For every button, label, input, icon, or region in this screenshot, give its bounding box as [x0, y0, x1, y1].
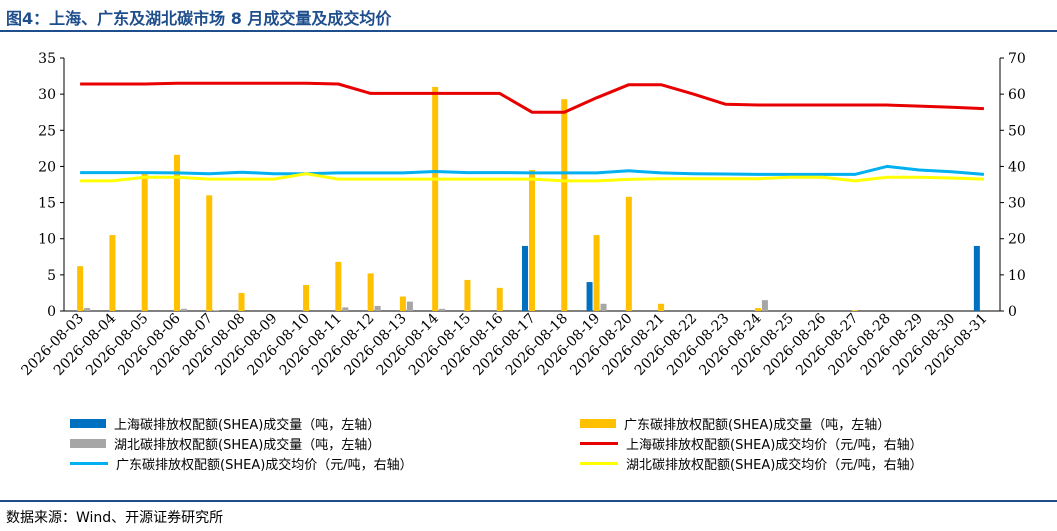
right-axis-tick-label: 50: [1008, 123, 1026, 139]
bar-guangdong-volume: [658, 303, 665, 311]
left-axis-tick-label: 15: [38, 196, 56, 212]
legend-label-guangdong-volume: 广东碳排放权配额(SHEA)成交量（吨，左轴）: [624, 417, 891, 433]
bar-guangdong-volume: [625, 196, 632, 311]
line-shanghai-price: [80, 81, 984, 114]
left-axis-tick-label: 0: [47, 304, 56, 320]
legend-swatch-shanghai-volume: [70, 418, 106, 428]
footer-rule: [0, 500, 1057, 502]
right-axis-tick-label: 0: [1008, 304, 1017, 320]
legend-label-hubei-volume: 湖北碳排放权配额(SHEA)成交量（吨，左轴）: [114, 437, 381, 453]
legend-label-guangdong-price: 广东碳排放权配额(SHEA)成交均价（元/吨，右轴）: [116, 457, 413, 473]
bar-hubei-volume: [342, 307, 349, 311]
bar-hubei-volume: [84, 308, 91, 311]
left-axis-tick-label: 10: [38, 232, 56, 248]
right-axis-tick-label: 60: [1008, 87, 1026, 103]
bar-shanghai-volume: [586, 282, 593, 311]
right-axis-tick-label: 30: [1008, 196, 1026, 212]
right-axis-tick-label: 40: [1008, 159, 1026, 175]
bar-hubei-volume: [180, 308, 187, 311]
source-note: 数据来源：Wind、开源证券研究所: [6, 510, 224, 526]
bar-shanghai-volume: [973, 245, 980, 311]
bar-guangdong-volume: [754, 308, 761, 311]
left-axis-tick-label: 30: [38, 87, 56, 103]
legend-item-shanghai-volume: 上海碳排放权配额(SHEA)成交量（吨，左轴）: [70, 413, 380, 433]
right-axis-tick-label: 10: [1008, 268, 1026, 284]
chart-title: 图4：上海、广东及湖北碳市场 8 月成交量及成交均价: [6, 9, 392, 28]
bar-guangdong-volume: [432, 86, 439, 311]
legend-swatch-guangdong-volume: [580, 418, 616, 428]
left-axis-tick-label: 5: [47, 268, 56, 284]
bar-guangdong-volume: [238, 292, 245, 311]
legend-item-hubei-price: 湖北碳排放权配额(SHEA)成交均价（元/吨，右轴）: [580, 453, 923, 473]
legend-item-hubei-volume: 湖北碳排放权配额(SHEA)成交量（吨，左轴）: [70, 433, 380, 453]
bar-hubei-volume: [439, 308, 446, 311]
bar-guangdong-volume: [77, 266, 84, 311]
legend-item-guangdong-volume: 广东碳排放权配额(SHEA)成交量（吨，左轴）: [580, 413, 890, 433]
bar-hubei-volume: [406, 301, 413, 311]
line-hubei-price: [80, 172, 984, 183]
legend-swatch-guangdong-price: [70, 461, 108, 465]
line-guangdong-price: [80, 164, 985, 176]
bar-guangdong-volume: [109, 235, 116, 311]
bar-hubei-volume: [600, 303, 607, 311]
legend-swatch-hubei-price: [580, 461, 618, 465]
bar-guangdong-volume: [561, 99, 568, 312]
bar-guangdong-volume: [399, 296, 406, 311]
bar-guangdong-volume: [173, 154, 180, 311]
bar-hubei-volume: [374, 305, 381, 311]
legend-item-guangdong-price: 广东碳排放权配额(SHEA)成交均价（元/吨，右轴）: [70, 453, 413, 473]
bar-guangdong-volume: [529, 170, 535, 311]
bar-hubei-volume: [761, 300, 768, 311]
bar-guangdong-volume: [303, 284, 310, 311]
legend-swatch-shanghai-price: [580, 441, 618, 445]
legend-label-shanghai-price: 上海碳排放权配额(SHEA)成交均价（元/吨，右轴）: [626, 437, 923, 453]
bar-guangdong-volume: [496, 287, 503, 311]
legend-label-hubei-price: 湖北碳排放权配额(SHEA)成交均价（元/吨，右轴）: [626, 457, 923, 473]
bar-guangdong-volume: [367, 273, 374, 311]
bar-guangdong-volume: [851, 310, 858, 311]
left-axis-tick-label: 25: [38, 123, 56, 139]
bar-hubei-volume: [213, 310, 220, 311]
legend-label-shanghai-volume: 上海碳排放权配额(SHEA)成交量（吨，左轴）: [114, 417, 381, 433]
bar-shanghai-volume: [522, 245, 528, 311]
legend-item-shanghai-price: 上海碳排放权配额(SHEA)成交均价（元/吨，右轴）: [580, 433, 923, 453]
bar-guangdong-volume: [206, 195, 213, 311]
title-bar: 图4：上海、广东及湖北碳市场 8 月成交量及成交均价: [0, 0, 1057, 32]
bar-guangdong-volume: [141, 173, 148, 311]
chart-area: 051015202530350102030405060702026-08-032…: [19, 51, 1026, 379]
bar-guangdong-volume: [464, 279, 471, 311]
left-axis-tick-label: 35: [38, 51, 56, 67]
legend-swatch-hubei-volume: [70, 438, 106, 448]
left-axis-tick-label: 20: [38, 159, 56, 175]
right-axis-tick-label: 20: [1008, 232, 1026, 248]
chart-legend: 上海碳排放权配额(SHEA)成交量（吨，左轴） 广东碳排放权配额(SHEA)成交…: [70, 408, 1020, 478]
right-axis-tick-label: 70: [1008, 51, 1026, 67]
bar-guangdong-volume: [593, 235, 600, 311]
bar-guangdong-volume: [335, 261, 342, 311]
